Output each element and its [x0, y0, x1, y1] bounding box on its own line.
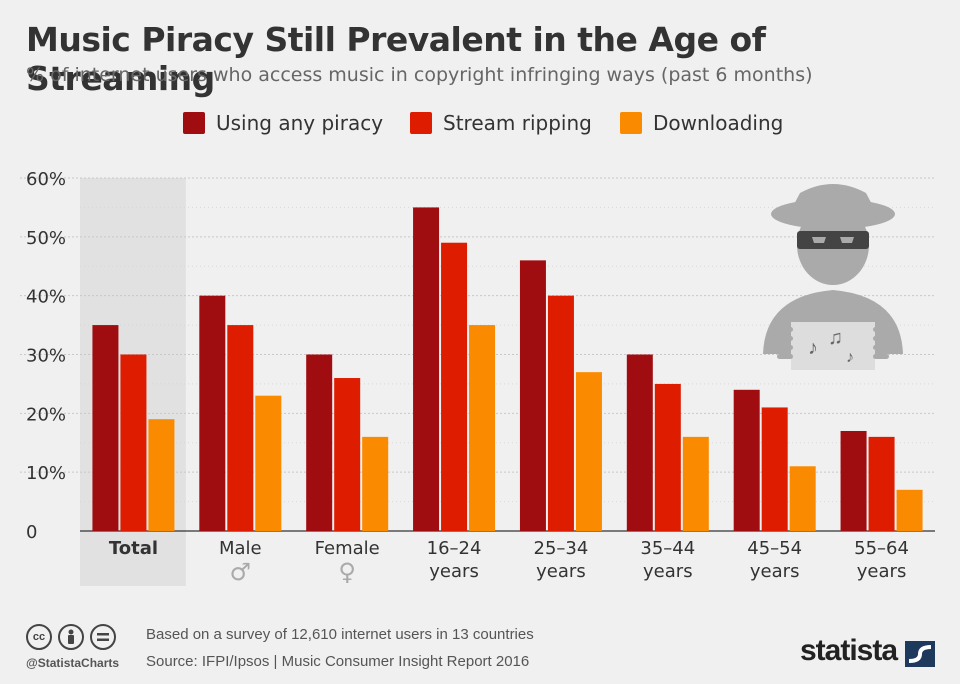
- x-tick-label: 16–24: [427, 538, 482, 559]
- x-tick-label: years: [750, 561, 800, 582]
- bar: [469, 325, 496, 531]
- bar: [789, 466, 816, 531]
- bar: [441, 242, 468, 531]
- bar: [682, 436, 709, 531]
- x-tick-label: years: [429, 561, 479, 582]
- statista-logo-icon: [905, 641, 935, 667]
- bars: [92, 207, 923, 531]
- bar: [896, 489, 923, 531]
- y-tick-label: 0: [26, 522, 37, 543]
- bar: [227, 325, 254, 531]
- x-tick-label: Total: [109, 538, 158, 559]
- bar: [626, 354, 653, 531]
- bar: [255, 395, 282, 531]
- legend-swatch: [410, 112, 432, 134]
- legend-label: Stream ripping: [443, 111, 592, 135]
- by-icon: [58, 624, 84, 650]
- male-symbol-icon: ♂: [230, 558, 252, 586]
- x-tick-label: years: [536, 561, 586, 582]
- bar: [92, 325, 119, 531]
- x-tick-label: 25–34: [534, 538, 589, 559]
- svg-text:♪: ♪: [846, 349, 854, 366]
- survey-note: Based on a survey of 12,610 internet use…: [146, 626, 534, 643]
- x-tick-label: 55–64: [854, 538, 909, 559]
- y-tick-label: 30%: [26, 346, 66, 367]
- license-icons: cc: [26, 624, 116, 650]
- x-axis-labels: Total Male♂Female♀16–24years25–34years35–…: [109, 538, 909, 586]
- bar: [654, 383, 681, 531]
- legend-swatch: [620, 112, 642, 134]
- x-tick-label: years: [857, 561, 907, 582]
- bar: [868, 436, 895, 531]
- nd-icon: [90, 624, 116, 650]
- y-tick-label: 10%: [26, 463, 66, 484]
- bar: [547, 295, 574, 531]
- x-tick-label: 35–44: [640, 538, 695, 559]
- svg-text:♫: ♫: [828, 327, 843, 349]
- legend-label: Downloading: [653, 111, 783, 135]
- y-tick-label: 60%: [26, 169, 66, 190]
- x-tick-label: Female: [315, 538, 380, 559]
- bar: [519, 260, 546, 531]
- legend: Using any piracy Stream ripping Downloadin…: [183, 111, 783, 135]
- bar: [575, 372, 602, 531]
- bar: [840, 430, 867, 531]
- source-note: Source: IFPI/Ipsos | Music Consumer Insi…: [146, 653, 530, 670]
- legend-swatch: [183, 112, 205, 134]
- cc-icon: cc: [26, 624, 52, 650]
- x-tick-label: 45–54: [747, 538, 802, 559]
- pirate-icon: ♪ ♫ ♪: [763, 184, 903, 370]
- x-tick-label: Male: [219, 538, 262, 559]
- bar: [733, 389, 760, 531]
- bar: [148, 419, 175, 531]
- y-tick-label: 20%: [26, 404, 66, 425]
- chart-title: Music Piracy Still Prevalent in the Age …: [26, 20, 766, 98]
- bar: [413, 207, 440, 531]
- bar: [120, 354, 147, 531]
- bar: [306, 354, 333, 531]
- svg-text:♪: ♪: [808, 337, 818, 359]
- statista-handle: @StatistaCharts: [26, 656, 120, 670]
- legend-label: Using any piracy: [216, 111, 383, 135]
- bar: [362, 436, 389, 531]
- bar: [199, 295, 226, 531]
- y-tick-label: 50%: [26, 228, 66, 249]
- bar: [334, 378, 361, 531]
- x-tick-label: years: [643, 561, 693, 582]
- bar: [761, 407, 788, 531]
- statista-logo[interactable]: statista: [800, 634, 898, 667]
- chart-subtitle: % of internet users who access music in …: [26, 64, 813, 86]
- y-tick-label: 40%: [26, 287, 66, 308]
- female-symbol-icon: ♀: [338, 558, 356, 586]
